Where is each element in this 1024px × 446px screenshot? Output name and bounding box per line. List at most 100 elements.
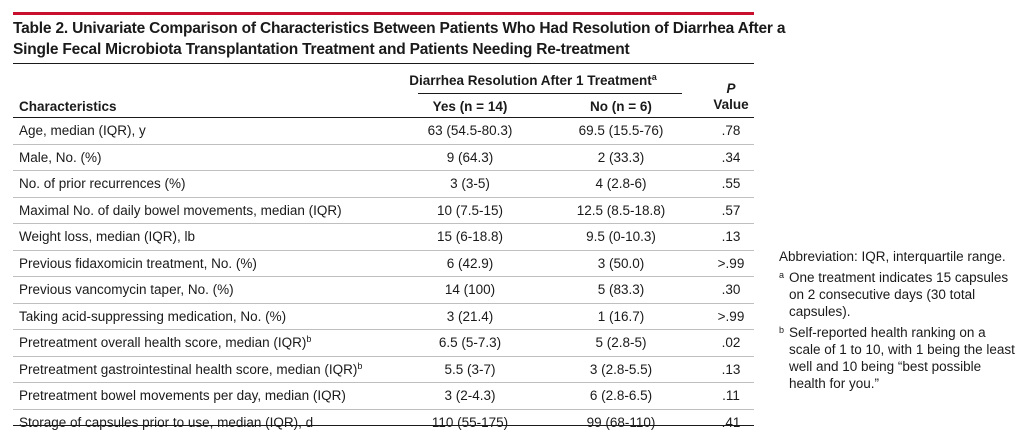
row-label-footnote-mark: b — [357, 360, 363, 371]
col-header-p-label: Value — [713, 97, 749, 112]
row-p-value: .11 — [722, 388, 740, 403]
row-label: Previous fidaxomicin treatment, No. (%) — [19, 255, 257, 271]
table-body: Age, median (IQR), y 63 (54.5-80.3) 69.5 (… — [13, 118, 754, 435]
row-yes-value: 6 (42.9) — [446, 255, 494, 271]
row-p-value: .13 — [721, 229, 741, 244]
row-yes-value: 3 (21.4) — [446, 308, 494, 324]
row-p-value: .41 — [721, 414, 741, 430]
row-no-value: 69.5 (15.5-76) — [578, 123, 664, 138]
footnote-a: a One treatment indicates 15 capsules on… — [779, 269, 1019, 320]
table-notes: Abbreviation: IQR, interquartile range. … — [779, 248, 1019, 396]
row-label-cell: Previous vancomycin taper, No. (%) — [19, 277, 234, 303]
row-no-value: 5 (83.3) — [597, 282, 645, 297]
table-row: Previous fidaxomicin treatment, No. (%) 6… — [13, 251, 754, 277]
table-row: Previous vancomycin taper, No. (%) 14 (10… — [13, 277, 754, 304]
row-label-cell: Pretreatment overall health score, media… — [19, 330, 311, 356]
row-label: Male, No. (%) — [19, 149, 102, 165]
row-label: Taking acid-suppressing medication, No. … — [19, 308, 287, 324]
row-label: Maximal No. of daily bowel movements, me… — [19, 202, 342, 218]
table-title-line-1: Table 2. Univariate Comparison of Charac… — [13, 20, 786, 37]
table-bottom-rule — [13, 425, 754, 426]
row-label-footnote-mark: b — [306, 334, 312, 344]
row-p-value: .55 — [721, 176, 741, 191]
row-label: Pretreatment bowel movements per day, me… — [19, 388, 346, 403]
row-yes-value: 3 (2-4.3) — [444, 388, 496, 403]
row-no-value: 3 (2.8-5.5) — [589, 361, 653, 377]
table-row: Maximal No. of daily bowel movements, me… — [13, 198, 754, 224]
table-row: Pretreatment gastrointestinal health sco… — [13, 357, 754, 383]
row-no-value: 99 (68-110) — [586, 414, 656, 430]
table-row: No. of prior recurrences (%) 3 (3-5) 4 (2.… — [13, 171, 754, 198]
row-label-cell: Previous fidaxomicin treatment, No. (%) — [19, 251, 257, 277]
row-no-value: 6 (2.8-6.5) — [589, 388, 653, 403]
footnote-a-text: One treatment indicates 15 capsules on 2… — [789, 270, 1009, 319]
row-p-value: .30 — [721, 282, 741, 297]
row-label-cell: Pretreatment gastrointestinal health sco… — [19, 357, 362, 383]
row-p-value: .02 — [721, 335, 741, 350]
row-yes-value: 14 (100) — [444, 282, 496, 297]
row-p-value: .34 — [721, 149, 741, 165]
row-yes-value: 3 (3-5) — [450, 176, 490, 191]
row-no-value: 3 (50.0) — [597, 255, 645, 271]
row-label: Pretreatment overall health score, media… — [19, 335, 307, 350]
footnote-b-mark: b — [779, 325, 785, 335]
col-header-p-value: P Value — [713, 81, 748, 113]
row-label-cell: Male, No. (%) — [19, 145, 102, 171]
col-header-characteristics: Characteristics — [19, 99, 117, 114]
row-no-value: 12.5 (8.5-18.8) — [576, 202, 666, 218]
row-yes-value: 63 (54.5-80.3) — [427, 123, 513, 138]
row-yes-value: 5.5 (3-7) — [444, 361, 496, 377]
table-row: Pretreatment bowel movements per day, me… — [13, 383, 754, 410]
row-no-value: 5 (2.8-5) — [595, 335, 647, 350]
group-header-footnote-mark: a — [651, 72, 657, 82]
row-p-value: >.99 — [717, 308, 745, 324]
col-header-yes: Yes (n = 14) — [432, 99, 508, 114]
row-label: Age, median (IQR), y — [19, 123, 146, 138]
row-no-value: 9.5 (0-10.3) — [586, 229, 656, 244]
row-label: Storage of capsules prior to use, median… — [19, 414, 314, 430]
row-no-value: 4 (2.8-6) — [595, 176, 647, 191]
title-accent-bar — [13, 12, 754, 15]
row-p-value: >.99 — [717, 255, 745, 271]
table-row: Pretreatment overall health score, media… — [13, 330, 754, 357]
row-label-cell: Maximal No. of daily bowel movements, me… — [19, 198, 342, 224]
col-header-no: No (n = 6) — [590, 99, 652, 114]
table-row: Weight loss, median (IQR), lb 15 (6-18.8)… — [13, 224, 754, 251]
row-label-cell: Weight loss, median (IQR), lb — [19, 224, 195, 250]
row-yes-value: 10 (7.5-15) — [436, 202, 504, 218]
table-row: Age, median (IQR), y 63 (54.5-80.3) 69.5 (… — [13, 118, 754, 145]
row-p-value: .57 — [721, 202, 741, 218]
row-label-cell: Storage of capsules prior to use, median… — [19, 410, 313, 436]
footnote-a-mark: a — [779, 270, 785, 280]
group-header: Diarrhea Resolution After 1 Treatmenta — [409, 72, 657, 89]
row-label-cell: Pretreatment bowel movements per day, me… — [19, 383, 346, 409]
row-no-value: 2 (33.3) — [597, 149, 645, 165]
row-label-cell: No. of prior recurrences (%) — [19, 171, 186, 197]
row-no-value: 1 (16.7) — [597, 308, 645, 324]
table-row: Storage of capsules prior to use, median… — [13, 410, 754, 436]
table-row: Taking acid-suppressing medication, No. … — [13, 304, 754, 330]
row-label: No. of prior recurrences (%) — [19, 176, 186, 191]
table-title-line-2: Single Fecal Microbiota Transplantation … — [13, 41, 630, 58]
footnote-b-text: Self-reported health ranking on a scale … — [789, 325, 1015, 391]
row-yes-value: 6.5 (5-7.3) — [438, 335, 502, 350]
table-title: Table 2. Univariate Comparison of Charac… — [13, 18, 786, 60]
header-bottom-rule — [13, 117, 754, 118]
row-label-cell: Age, median (IQR), y — [19, 118, 146, 144]
row-p-value: .13 — [721, 361, 741, 377]
col-header-p-italic: P — [726, 81, 736, 96]
abbreviation-note: Abbreviation: IQR, interquartile range. — [779, 249, 1006, 264]
footnote-b: b Self-reported health ranking on a scal… — [779, 324, 1019, 392]
row-label-cell: Taking acid-suppressing medication, No. … — [19, 304, 286, 330]
header-top-rule — [13, 63, 754, 64]
row-label: Weight loss, median (IQR), lb — [19, 229, 196, 244]
row-yes-value: 9 (64.3) — [446, 149, 494, 165]
group-header-label: Diarrhea Resolution After 1 Treatment — [409, 73, 652, 88]
row-p-value: .78 — [721, 123, 741, 138]
row-label: Previous vancomycin taper, No. (%) — [19, 282, 234, 297]
group-header-rule — [418, 93, 682, 94]
row-yes-value: 110 (55-175) — [431, 414, 509, 430]
row-yes-value: 15 (6-18.8) — [436, 229, 504, 244]
row-label: Pretreatment gastrointestinal health sco… — [19, 361, 358, 377]
table-row: Male, No. (%) 9 (64.3) 2 (33.3) .34 — [13, 145, 754, 171]
